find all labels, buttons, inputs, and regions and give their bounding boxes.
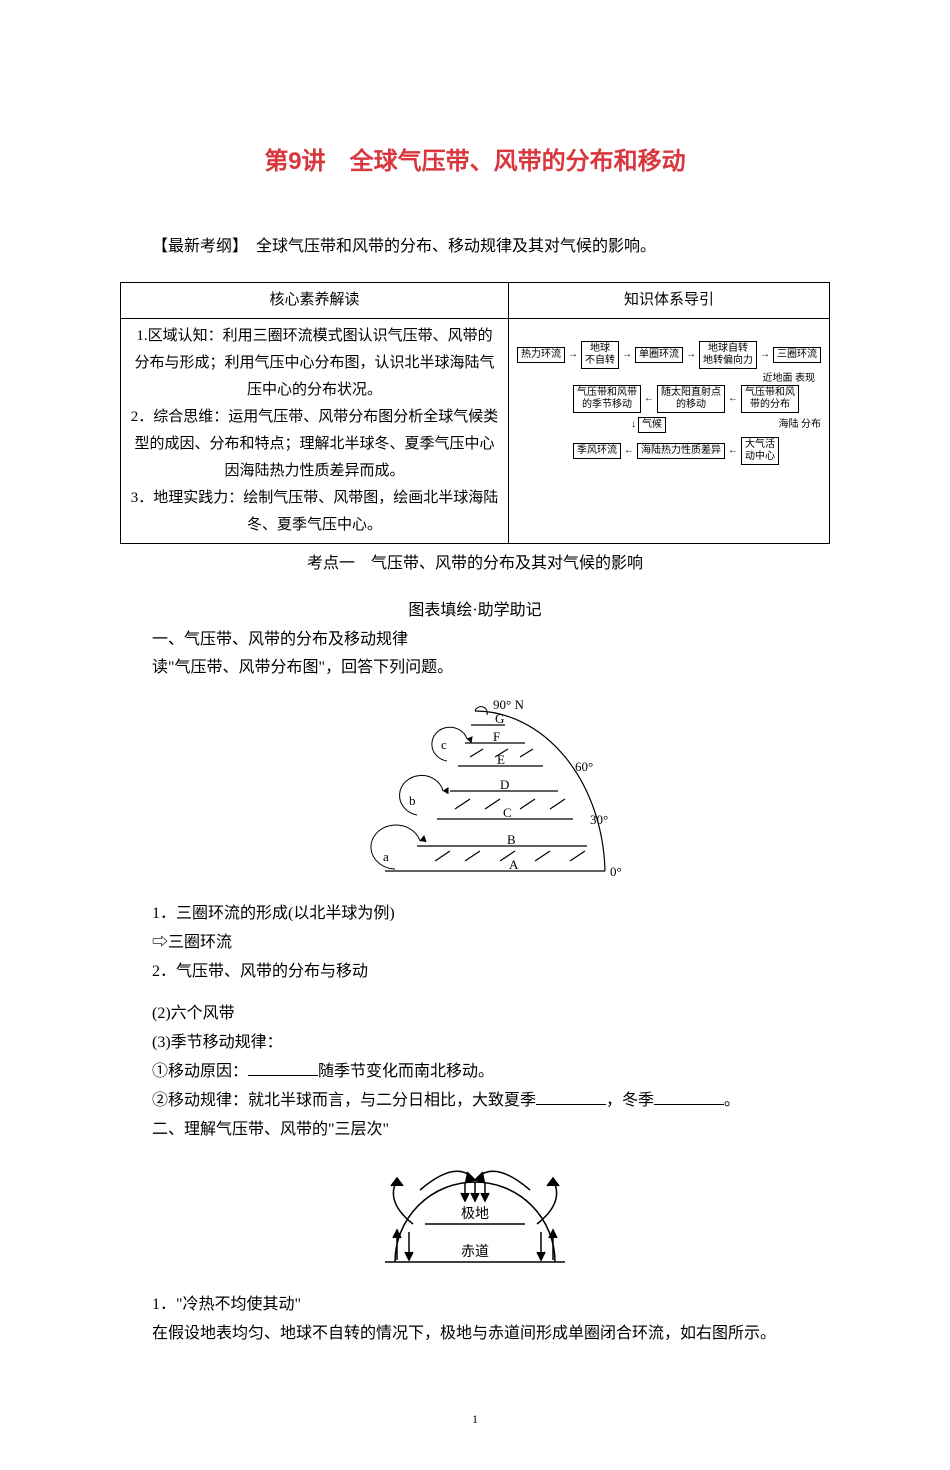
flow-box: 气压带和风 带的分布	[741, 385, 799, 413]
q2-3-2b: ，冬季	[606, 1092, 654, 1109]
C-label: C	[503, 805, 512, 820]
page: 第9讲 全球气压带、风带的分布和移动 【最新考纲】 全球气压带和风带的分布、移动…	[0, 0, 950, 1470]
cell-a-label: a	[383, 849, 389, 864]
flow-box: 地球 不自转	[581, 341, 619, 369]
arrow-icon: →	[759, 349, 771, 361]
flow-row-1: 热力环流 → 地球 不自转 → 单圈环流 → 地球自转 地转偏向力 → 三圈环流	[517, 341, 821, 369]
flow-box: 大气活 动中心	[741, 437, 779, 465]
literacy-table: 核心素养解读 知识体系导引 1.区域认知：利用三圈环流模式图认识气压带、风带的分…	[120, 282, 830, 544]
table-header-right: 知识体系导引	[509, 282, 830, 318]
flow-box: 海陆热力性质差异	[637, 443, 725, 459]
arrow-icon: →	[621, 349, 633, 361]
flow-box: 气压带和风带 的季节移动	[573, 385, 641, 413]
arrow-icon: ←	[727, 445, 739, 457]
q2-2: (2)六个风带	[120, 1000, 830, 1029]
D-label: D	[500, 777, 509, 792]
last-paragraph: 在假设地表均匀、地球不自转的情况下，极地与赤道间形成单圈闭合环流，如右图所示。	[120, 1320, 830, 1349]
section-2-title: 二、理解气压带、风带的"三层次"	[120, 1116, 830, 1145]
deg90-label: 90° N	[493, 697, 524, 712]
q2-3-1a: ①移动原因：	[152, 1063, 248, 1080]
sub-heading: 图表填绘·助学助记	[120, 597, 830, 626]
topic-heading: 考点一 气压带、风带的分布及其对气候的影响	[120, 550, 830, 579]
page-number: 1	[120, 1409, 830, 1431]
fill-blank[interactable]	[248, 1059, 318, 1076]
flow-box: 随太阳直射点 的移动	[657, 385, 725, 413]
section-1-read: 读"气压带、风带分布图"，回答下列问题。	[120, 654, 830, 683]
q2-3-1: ①移动原因： 随季节变化而南北移动。	[120, 1058, 830, 1087]
left-p2: 2．综合思维：运用气压带、风带分布图分析全球气候类型的成因、分布和特点；理解北半…	[129, 404, 500, 485]
flow-text: 海陆 分布	[779, 419, 822, 431]
flow-box: 地球自转 地转偏向力	[699, 341, 757, 369]
outline-label: 【最新考纲】	[152, 238, 240, 255]
arrow-icon: ←	[643, 393, 655, 405]
lesson-title: 第9讲 全球气压带、风带的分布和移动	[120, 140, 830, 183]
flow-row-4: 季风环流 ← 海陆热力性质差异 ← 大气活 动中心	[573, 437, 821, 465]
flow-box: 三圈环流	[773, 347, 821, 363]
q2-3-1b: 随季节变化而南北移动。	[318, 1063, 494, 1080]
q2-3-2: ②移动规律：就北半球而言，与二分日相比，大致夏季 ，冬季 。	[120, 1087, 830, 1116]
outline-text: 全球气压带和风带的分布、移动规律及其对气候的影响。	[240, 238, 656, 255]
flow-box: 季风环流	[573, 443, 621, 459]
left-p1: 1.区域认知：利用三圈环流模式图认识气压带、风带的分布与形成；利用气压中心分布图…	[129, 323, 500, 404]
q2-3: (3)季节移动规律：	[120, 1029, 830, 1058]
B-label: B	[507, 832, 516, 847]
arrow-icon: ←	[727, 393, 739, 405]
arrow-icon: →	[567, 349, 579, 361]
q1-arrow: ⇨三圈环流	[120, 929, 830, 958]
flow-tail-1: 近地面 表现	[517, 373, 821, 385]
A-label: A	[509, 857, 519, 872]
deg60-label: 60°	[575, 759, 593, 774]
q2-3-2c: 。	[724, 1092, 740, 1109]
table-right-cell: 热力环流 → 地球 不自转 → 单圈环流 → 地球自转 地转偏向力 → 三圈环流…	[509, 318, 830, 543]
flow-box: 热力环流	[517, 347, 565, 363]
left-p3: 3．地理实践力：绘制气压带、风带图，绘画北半球海陆冬、夏季气压中心。	[129, 485, 500, 539]
deg30-label: 30°	[590, 812, 608, 827]
arrow-icon: ←	[623, 445, 635, 457]
pressure-belt-diagram: a b c 90° N G F E D C B A 60° 30° 0°	[120, 691, 830, 892]
flow-diagram: 热力环流 → 地球 不自转 → 单圈环流 → 地球自转 地转偏向力 → 三圈环流…	[517, 323, 821, 465]
last-heading: 1．"冷热不均使其动"	[120, 1291, 830, 1320]
flow-box: 单圈环流	[635, 347, 683, 363]
q2-3-2a: ②移动规律：就北半球而言，与二分日相比，大致夏季	[152, 1092, 536, 1109]
arrow-icon: →	[685, 349, 697, 361]
table-header-left: 核心素养解读	[121, 282, 509, 318]
down-arrow-icon: ↓	[631, 419, 636, 431]
E-label: E	[497, 752, 505, 767]
F-label: F	[493, 729, 500, 744]
G-label: G	[495, 711, 504, 726]
q2: 2．气压带、风带的分布与移动	[120, 958, 830, 987]
table-left-cell: 1.区域认知：利用三圈环流模式图认识气压带、风带的分布与形成；利用气压中心分布图…	[121, 318, 509, 543]
fill-blank[interactable]	[654, 1088, 724, 1105]
flow-row-3: ↓ 气候 海陆 分布	[631, 417, 821, 433]
outline-row: 【最新考纲】 全球气压带和风带的分布、移动规律及其对气候的影响。	[120, 233, 830, 262]
deg0-label: 0°	[610, 864, 622, 879]
q1: 1．三圈环流的形成(以北半球为例)	[120, 900, 830, 929]
equator-label: 赤道	[461, 1244, 489, 1260]
polar-label: 极地	[461, 1206, 489, 1222]
flow-row-2: 气压带和风带 的季节移动 ← 随太阳直射点 的移动 ← 气压带和风 带的分布	[573, 385, 821, 413]
single-cell-diagram: 极地 赤道	[120, 1152, 830, 1283]
flow-box: 气候	[638, 417, 666, 433]
cell-c-label: c	[441, 737, 447, 752]
cell-b-label: b	[409, 793, 416, 808]
section-1-title: 一、气压带、风带的分布及移动规律	[120, 626, 830, 655]
fill-blank[interactable]	[536, 1088, 606, 1105]
